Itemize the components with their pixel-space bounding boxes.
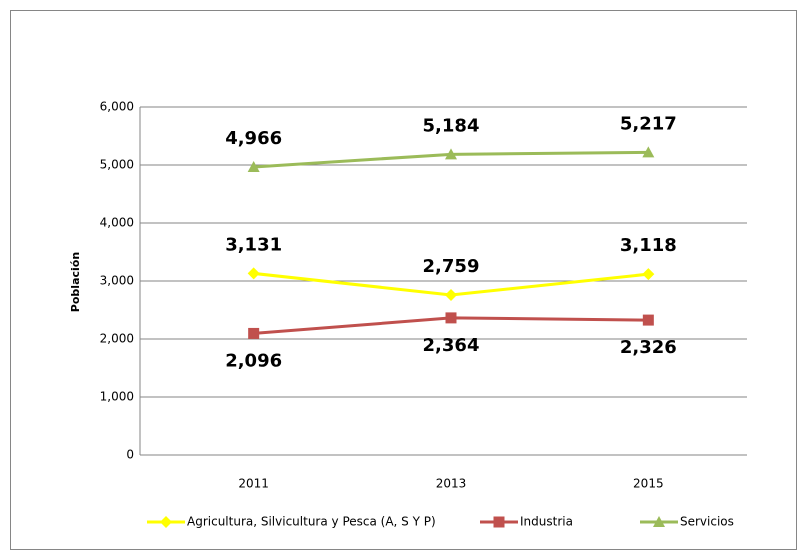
- marker: [642, 314, 654, 326]
- marker: [248, 327, 260, 339]
- y-tick-label: 4,000: [100, 216, 134, 230]
- legend-label: Agricultura, Silvicultura y Pesca (A, S …: [187, 515, 436, 529]
- marker: [445, 312, 457, 324]
- marker: [247, 160, 260, 172]
- legend-marker: [493, 516, 505, 528]
- legend-label: Servicios: [680, 515, 734, 529]
- y-tick-label: 5,000: [100, 158, 134, 172]
- legend-label: Industria: [520, 515, 573, 529]
- data-label: 4,966: [225, 128, 282, 149]
- data-label: 2,326: [620, 337, 677, 358]
- x-tick-label: 2013: [436, 477, 467, 491]
- data-label: 3,118: [620, 235, 677, 256]
- data-label: 2,096: [225, 350, 282, 371]
- marker: [445, 148, 457, 160]
- y-tick-label: 2,000: [100, 332, 134, 346]
- data-label: 2,759: [423, 256, 480, 277]
- y-tick-label: 3,000: [100, 274, 134, 288]
- y-tick-label: 0: [126, 448, 134, 462]
- chart-border: [10, 10, 797, 550]
- legend-marker: [160, 516, 172, 528]
- y-tick-label: 6,000: [100, 100, 134, 114]
- x-tick-label: 2011: [238, 477, 269, 491]
- data-label: 5,184: [423, 115, 480, 136]
- data-label: 3,131: [225, 234, 282, 255]
- x-tick-label: 2015: [633, 477, 664, 491]
- y-axis-label: Población: [69, 252, 82, 312]
- marker: [247, 267, 260, 280]
- marker: [642, 268, 655, 281]
- marker: [445, 288, 457, 301]
- marker: [642, 146, 655, 158]
- legend-marker: [653, 516, 665, 527]
- data-label: 2,364: [423, 335, 480, 356]
- y-tick-label: 1,000: [100, 390, 134, 404]
- data-label: 5,217: [620, 113, 677, 134]
